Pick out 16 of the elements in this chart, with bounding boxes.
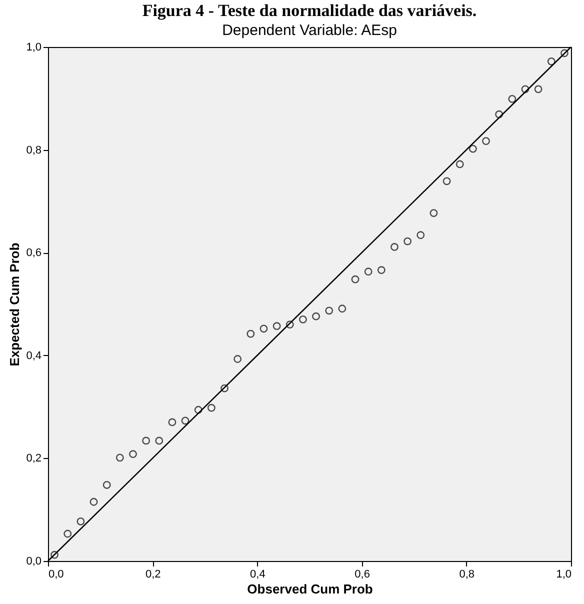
y-axis-title: Expected Cum Prob (7, 242, 22, 366)
x-tick-label: 0,6 (354, 568, 370, 580)
y-tick-label: 0,6 (26, 247, 42, 260)
y-tick-label: 1,0 (26, 42, 42, 54)
x-tick-label: 0,8 (459, 568, 475, 580)
x-tick-label: 0,0 (48, 568, 64, 580)
y-tick-label: 0,0 (26, 556, 42, 568)
y-tick-label: 0,4 (26, 350, 42, 362)
y-tick-label: 0,8 (26, 144, 42, 156)
text: Figura 4 - Teste da normalidade das variáveis. (142, 1, 477, 20)
y-tick-label: 0,2 (26, 452, 42, 465)
x-axis-title: Observed Cum Prob (247, 582, 373, 596)
chart-title: Dependent Variable: AEsp (222, 22, 397, 39)
x-tick-label: 0,4 (250, 568, 266, 580)
x-tick-label: 1,0 (556, 568, 572, 580)
x-tick-label: 0,2 (145, 568, 161, 580)
